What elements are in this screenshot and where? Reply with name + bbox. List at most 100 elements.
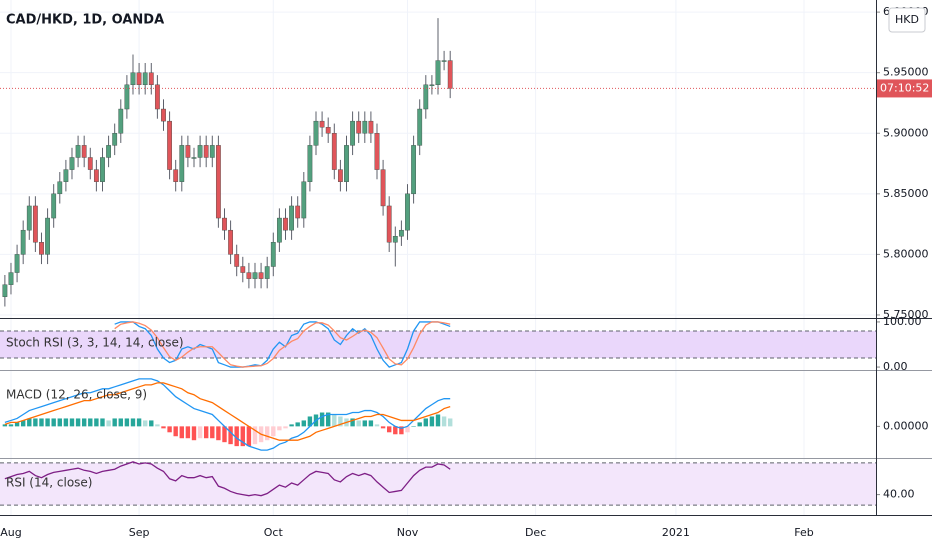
histogram-bar (332, 414, 337, 427)
candle-body (362, 120, 368, 134)
candle-body (392, 236, 398, 243)
histogram-bar (20, 420, 26, 427)
candle-body (57, 181, 63, 195)
candle-body (51, 193, 57, 219)
candle-body (344, 145, 349, 182)
text-layer: CAD/HKD, 1D, OANDA Aug Sep Oct Nov Dec 2021 Fe… (0, 0, 932, 539)
candle-body (8, 272, 14, 285)
candle-body (350, 120, 355, 146)
macd-line (4, 382, 451, 441)
y-tick-label: 100.00 (883, 315, 922, 328)
candle-body (2, 284, 8, 297)
candle-body (215, 145, 221, 219)
histogram-bar (210, 426, 215, 439)
y-tick-label: 5.90000 (883, 126, 929, 139)
histogram-bar (362, 420, 367, 427)
candle-body (14, 254, 20, 273)
candle-body (435, 60, 441, 86)
histogram-bar (149, 420, 154, 427)
candle-body (222, 217, 227, 231)
pane-title: Stoch RSI (3, 3, 14, 14, close) (6, 336, 184, 350)
candle-body (45, 217, 50, 255)
currency-label[interactable]: HKD (895, 13, 919, 26)
candle-body (447, 60, 453, 89)
candle-body (20, 229, 26, 255)
candle-body (240, 266, 246, 273)
candle-body (386, 205, 392, 243)
x-tick-label: Feb (794, 526, 813, 539)
candle-body (130, 72, 136, 86)
candle-body (368, 120, 374, 134)
macd-line (4, 378, 451, 451)
histogram-bar (130, 418, 136, 427)
candle-body (411, 145, 416, 195)
histogram-bar (8, 424, 14, 427)
band-fill (0, 330, 876, 359)
x-tick-label: Sep (129, 526, 150, 539)
candle-body (136, 72, 142, 86)
histogram-bar (405, 426, 410, 433)
pane-title: MACD (12, 26, close, 9) (6, 388, 147, 402)
histogram-bar (222, 426, 227, 443)
candle-body (301, 181, 307, 219)
candle-body (307, 145, 313, 182)
histogram-bar (264, 426, 270, 441)
candle-body (197, 145, 203, 158)
histogram-bar (338, 416, 343, 427)
candle-body (106, 145, 111, 158)
histogram-bar (325, 412, 331, 427)
histogram-bar (393, 426, 398, 435)
histogram-bar (295, 422, 300, 427)
candle-body (270, 242, 276, 267)
histogram-bar (277, 426, 282, 431)
candle-body (167, 120, 172, 170)
candle-body (405, 193, 410, 231)
candle-body (154, 84, 160, 110)
candle-body (148, 72, 154, 86)
candle-body (441, 60, 447, 62)
histogram-bar (112, 418, 117, 427)
histogram-bar (81, 418, 87, 427)
y-tick-label: 40.00 (883, 488, 915, 501)
histogram-bar (399, 426, 404, 435)
y-tick-label: 0.00000 (883, 419, 929, 432)
candle-body (331, 133, 337, 170)
histogram-bar (441, 416, 447, 427)
candle-body (69, 157, 75, 170)
histogram-bar (252, 426, 258, 445)
y-tick-label: 5.95000 (883, 66, 929, 79)
candle-body (423, 84, 429, 110)
histogram-bar (240, 426, 245, 447)
histogram-bar (57, 418, 62, 427)
histogram-bar (69, 418, 75, 427)
histogram-bar (350, 418, 355, 427)
candle-body (380, 169, 386, 207)
histogram-bar (368, 420, 374, 427)
pane-title: RSI (14, close) (6, 476, 92, 490)
candle-body (191, 157, 197, 159)
histogram-bar (27, 418, 32, 427)
indicator-line (114, 321, 451, 368)
candle-body (252, 272, 258, 279)
x-tick-label: Oct (264, 526, 284, 539)
candle-body (185, 145, 191, 158)
candle-body (356, 120, 362, 134)
candle-body (32, 205, 38, 243)
histogram-bar (448, 418, 453, 427)
histogram-bar (417, 422, 422, 427)
histogram-bar (356, 420, 361, 427)
histogram-bar (185, 426, 191, 439)
candle-body (39, 242, 44, 255)
y-tick-label: 5.85000 (883, 187, 929, 200)
y-tick-label: 0.00 (883, 360, 908, 373)
histogram-bar (167, 426, 172, 433)
candle-body (246, 272, 252, 279)
currency-button[interactable] (888, 7, 926, 33)
indicator-line (4, 461, 451, 497)
histogram-bar (106, 420, 111, 427)
background-layer (0, 0, 880, 515)
histogram-bar (39, 418, 44, 427)
histogram-bar (197, 426, 203, 439)
histogram-bar (136, 418, 142, 427)
